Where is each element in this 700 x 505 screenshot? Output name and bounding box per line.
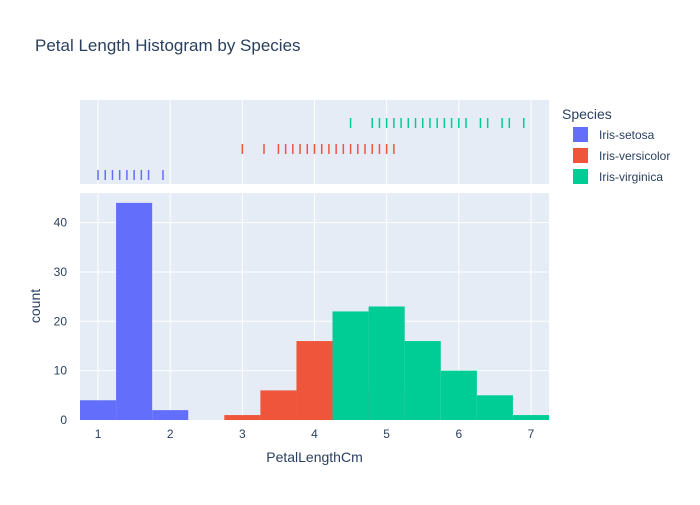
- legend-swatch: [573, 169, 588, 184]
- y-axis-ticks: 0 10 20 30 40: [54, 216, 68, 427]
- y-tick-label: 0: [60, 413, 67, 427]
- legend-label: Iris-virginica: [599, 170, 663, 184]
- histogram-bar: [512, 415, 549, 420]
- y-axis-title: count: [27, 289, 43, 323]
- histogram-bar: [260, 390, 297, 420]
- legend-swatch: [573, 127, 588, 142]
- histogram-bar: [332, 311, 369, 420]
- x-tick-label: 7: [528, 427, 535, 441]
- x-tick-label: 4: [311, 427, 318, 441]
- x-tick-label: 5: [383, 427, 390, 441]
- histogram-bar: [404, 341, 441, 420]
- x-axis-title: PetalLengthCm: [266, 449, 363, 465]
- legend-item[interactable]: Iris-setosa: [573, 127, 655, 142]
- histogram-bar: [152, 410, 189, 420]
- legend-item[interactable]: Iris-versicolor: [573, 148, 670, 163]
- x-tick-label: 1: [95, 427, 102, 441]
- x-axis-ticks: 1 2 3 4 5 6 7: [95, 427, 535, 441]
- histogram-bar: [224, 415, 261, 420]
- legend-label: Iris-versicolor: [599, 149, 670, 163]
- legend-label: Iris-setosa: [599, 128, 655, 142]
- legend-swatch: [573, 148, 588, 163]
- y-tick-label: 40: [54, 216, 68, 230]
- x-tick-label: 2: [167, 427, 174, 441]
- histogram-bar: [296, 341, 333, 420]
- histogram-bar: [440, 370, 477, 420]
- y-tick-label: 30: [54, 265, 68, 279]
- x-tick-label: 3: [239, 427, 246, 441]
- legend-title: Species: [562, 106, 612, 122]
- histogram-bar: [80, 400, 117, 420]
- histogram-bar: [476, 395, 513, 420]
- y-tick-label: 10: [54, 364, 68, 378]
- chart-title: Petal Length Histogram by Species: [35, 36, 301, 55]
- rug-gridlines: [97, 100, 532, 184]
- legend[interactable]: Species Iris-setosa Iris-versicolor Iris-v…: [562, 106, 670, 184]
- y-tick-label: 20: [54, 314, 68, 328]
- x-tick-label: 6: [455, 427, 462, 441]
- rug-marks: [97, 118, 525, 180]
- legend-item[interactable]: Iris-virginica: [573, 169, 663, 184]
- histogram-bar: [116, 202, 153, 420]
- histogram-bars: [80, 202, 549, 420]
- histogram-bar: [368, 306, 405, 420]
